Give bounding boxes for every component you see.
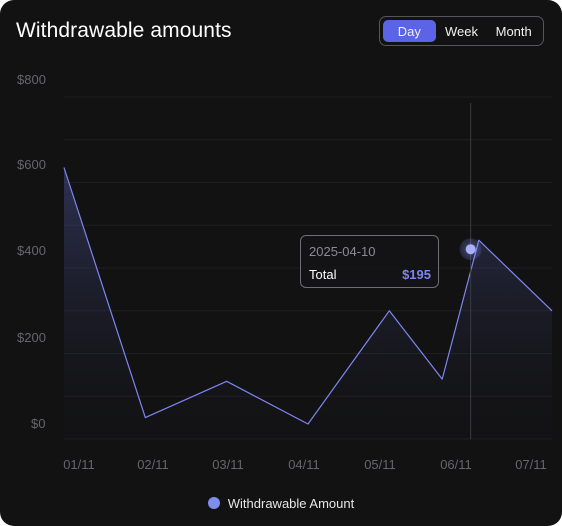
series-withdrawable-amount <box>63 167 553 439</box>
y-tick-label: $800 <box>17 72 46 87</box>
legend-label: Withdrawable Amount <box>227 495 355 511</box>
series-line <box>63 167 553 425</box>
x-tick-label: 02/11 <box>137 457 169 472</box>
range-option-week[interactable]: Week <box>436 20 488 42</box>
tooltip-value: $195 <box>402 267 431 282</box>
page-title: Withdrawable amounts <box>16 19 232 42</box>
y-tick-label: $0 <box>31 416 45 431</box>
tooltip-date: 2025-04-10 <box>309 244 376 259</box>
x-tick-label: 07/11 <box>515 457 547 472</box>
x-tick-label: 01/11 <box>63 457 95 472</box>
x-tick-label: 05/11 <box>364 457 396 472</box>
chart-tooltip: 2025-04-10 Total $195 <box>300 235 439 288</box>
range-toggle: Day Week Month <box>379 16 544 46</box>
legend-swatch-icon <box>207 497 220 509</box>
range-option-day[interactable]: Day <box>383 20 436 42</box>
y-tick-label: $400 <box>17 243 46 258</box>
x-tick-label: 06/11 <box>440 457 472 472</box>
tooltip-label: Total <box>309 267 337 282</box>
series-area <box>64 167 552 439</box>
x-axis: 01/11 02/11 03/11 04/11 05/11 06/11 07/1… <box>63 457 547 472</box>
range-option-month[interactable]: Month <box>487 20 540 42</box>
hover-marker[interactable] <box>459 103 482 439</box>
y-axis: $800 $600 $400 $200 $0 <box>17 72 46 431</box>
y-tick-label: $600 <box>17 157 46 172</box>
x-tick-label: 03/11 <box>212 457 244 472</box>
x-tick-label: 04/11 <box>288 457 320 472</box>
y-tick-label: $200 <box>17 330 46 345</box>
area-chart: $800 $600 $400 $200 $0 01/11 02/11 03/11… <box>17 72 553 472</box>
hover-point[interactable] <box>465 244 476 255</box>
chart-legend: Withdrawable Amount <box>0 494 562 512</box>
